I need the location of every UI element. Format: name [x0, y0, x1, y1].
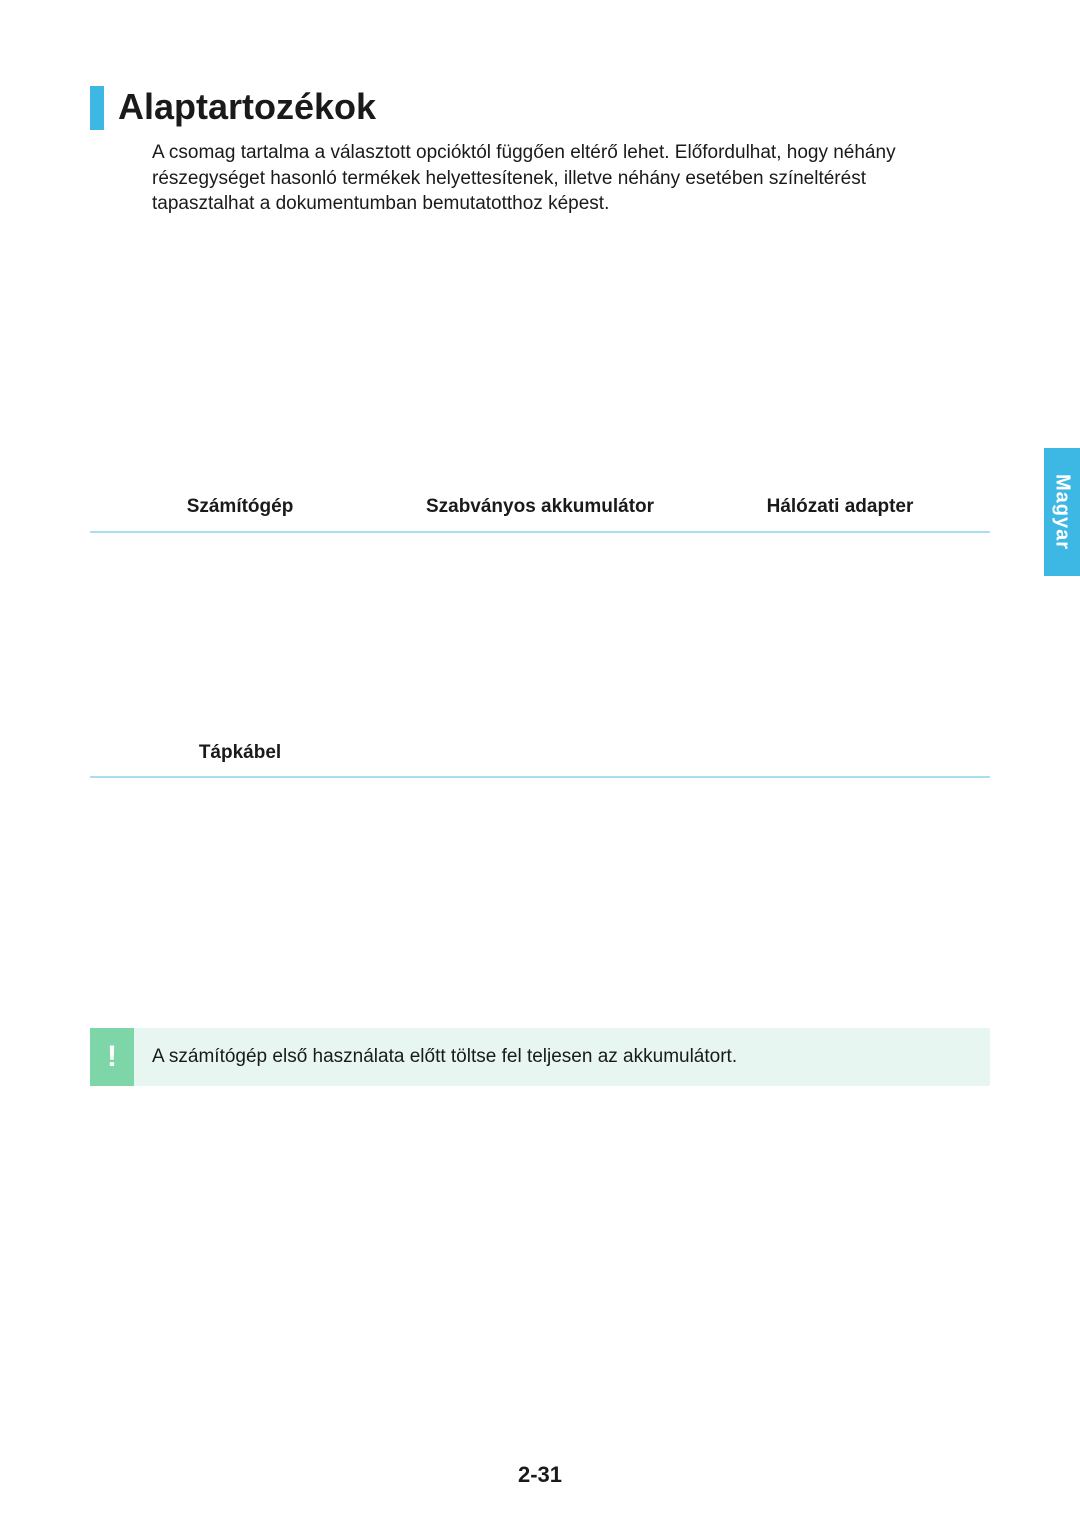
row-spacer [90, 533, 990, 733]
accessories-grid: Számítógép Szabványos akkumulátor Hálóza… [90, 287, 990, 779]
page-number: 2-31 [0, 1462, 1080, 1488]
page: Alaptartozékok A csomag tartalma a válas… [0, 0, 1080, 1532]
language-tab-label: Magyar [1051, 474, 1074, 550]
language-tab: Magyar [1044, 448, 1080, 576]
accessory-label [390, 733, 690, 777]
alert-icon: ! [90, 1028, 134, 1086]
row-spacer [90, 287, 990, 487]
note-box: ! A számítógép első használata előtt töl… [90, 1028, 990, 1086]
accessory-row: Számítógép Szabványos akkumulátor Hálóza… [90, 487, 990, 533]
accessory-label: Hálózati adapter [690, 487, 990, 531]
alert-icon-glyph: ! [107, 1040, 117, 1074]
accessory-label: Tápkábel [90, 733, 390, 777]
accessory-label: Szabványos akkumulátor [390, 487, 690, 531]
accessory-row: Tápkábel [90, 733, 990, 779]
intro-paragraph: A csomag tartalma a választott opcióktól… [152, 140, 952, 217]
accessory-label: Számítógép [90, 487, 390, 531]
note-text: A számítógép első használata előtt tölts… [134, 1028, 990, 1086]
page-title: Alaptartozékok [118, 86, 376, 128]
heading-row: Alaptartozékok [90, 86, 990, 130]
accessory-label [690, 733, 990, 777]
heading-accent-bar [90, 86, 104, 130]
